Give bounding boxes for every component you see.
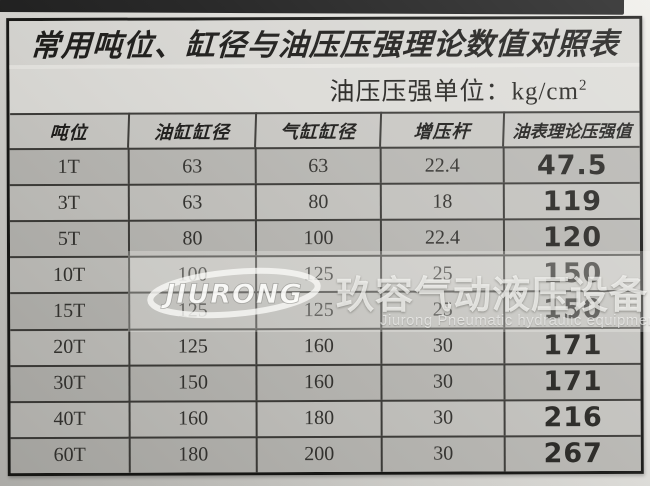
- column-header-0: 吨位: [9, 112, 129, 149]
- gauge-pressure-cell: 150: [503, 254, 641, 291]
- table-row: 3T 63 80 18 119: [9, 182, 640, 221]
- column-header-3: 增压杆: [379, 111, 504, 147]
- table-cell: 22.4: [379, 218, 504, 256]
- table-cell: 160: [255, 363, 381, 401]
- table-cell: 160: [255, 327, 381, 364]
- table-cell: 22.4: [379, 146, 503, 183]
- table-cell: 25: [380, 290, 504, 328]
- table-row: 60T 180 200 30 267: [10, 434, 641, 474]
- table-row: 5T 80 100 22.4 120: [9, 218, 641, 257]
- table-row: 1T 63 63 22.4 47.5: [9, 145, 640, 185]
- table-cell: 125: [255, 255, 381, 292]
- pressure-table: 吨位 油缸缸径 气缸缸径 增压杆 油表理论压强值 1T 63 63 22.4 47.5 3T 63 80…: [9, 110, 641, 474]
- gauge-pressure-cell: 216: [503, 398, 641, 436]
- table-row: 15T 125 125 25 150: [10, 290, 641, 329]
- pressure-unit-label: 油压压强单位：kg/cm2: [329, 71, 587, 108]
- table-cell: 80: [127, 219, 256, 257]
- tonnage-cell: 5T: [9, 219, 129, 257]
- table-cell: 160: [128, 400, 256, 437]
- column-header-1: 油缸缸径: [127, 112, 256, 148]
- tonnage-cell: 3T: [9, 183, 128, 221]
- pressure-unit-superscript: 2: [578, 77, 588, 94]
- table-cell: 125: [255, 291, 381, 328]
- table-cell: 30: [380, 363, 504, 400]
- table-subtitle-band: 油压压强单位：kg/cm2: [9, 66, 640, 114]
- table-header-row: 吨位 油缸缸径 气缸缸径 增压杆 油表理论压强值: [9, 110, 641, 149]
- table-row: 40T 160 180 30 216: [10, 398, 641, 437]
- gauge-pressure-cell: 120: [502, 218, 641, 255]
- table-cell: 30: [380, 326, 504, 364]
- tonnage-cell: 40T: [10, 400, 129, 437]
- gauge-pressure-cell: 119: [502, 182, 640, 219]
- table-cell: 80: [254, 182, 380, 220]
- tonnage-cell: 20T: [10, 328, 129, 365]
- table-row: 20T 125 160 30 171: [10, 326, 641, 365]
- table-cell: 125: [128, 291, 256, 329]
- table-cell: 100: [128, 255, 256, 293]
- gauge-pressure-cell: 171: [503, 362, 641, 400]
- table-row: 30T 150 160 30 171: [10, 362, 641, 401]
- pressure-comparison-table-frame: 常用吨位、缸径与油压压强理论数值对照表 油压压强单位：kg/cm2 吨位 油缸缸径…: [6, 15, 644, 477]
- table-cell: 25: [380, 254, 504, 292]
- table-cell: 125: [128, 327, 256, 365]
- column-header-4: 油表理论压强值: [502, 110, 641, 147]
- table-cell: 63: [127, 147, 255, 184]
- gauge-pressure-cell: 267: [503, 434, 641, 472]
- tonnage-cell: 10T: [10, 256, 129, 293]
- tonnage-cell: 30T: [10, 364, 129, 401]
- pressure-unit-text: 油压压强单位：kg/cm: [329, 78, 580, 106]
- gauge-pressure-cell: 171: [503, 326, 641, 364]
- table-row: 10T 100 125 25 150: [10, 254, 641, 293]
- table-cell: 18: [379, 182, 503, 220]
- table-cell: 63: [127, 183, 255, 220]
- table-title-band: 常用吨位、缸径与油压压强理论数值对照表: [9, 18, 640, 70]
- tonnage-cell: 60T: [10, 436, 129, 474]
- table-cell: 150: [128, 363, 256, 401]
- table-cell: 30: [380, 399, 504, 436]
- table-cell: 100: [254, 219, 381, 256]
- table-cell: 30: [380, 435, 504, 472]
- table-cell: 200: [255, 435, 381, 473]
- page-title: 常用吨位、缸径与油压压强理论数值对照表: [28, 27, 620, 64]
- photo-top-dark-bar: [0, 0, 625, 15]
- gauge-pressure-cell: 150: [503, 290, 641, 327]
- column-header-2: 气缸缸径: [254, 111, 381, 148]
- tonnage-cell: 15T: [10, 292, 129, 329]
- tonnage-cell: 1T: [9, 147, 128, 185]
- table-cell: 63: [254, 146, 380, 184]
- table-cell: 180: [128, 436, 256, 473]
- table-cell: 180: [255, 399, 381, 437]
- gauge-pressure-cell: 47.5: [502, 145, 640, 183]
